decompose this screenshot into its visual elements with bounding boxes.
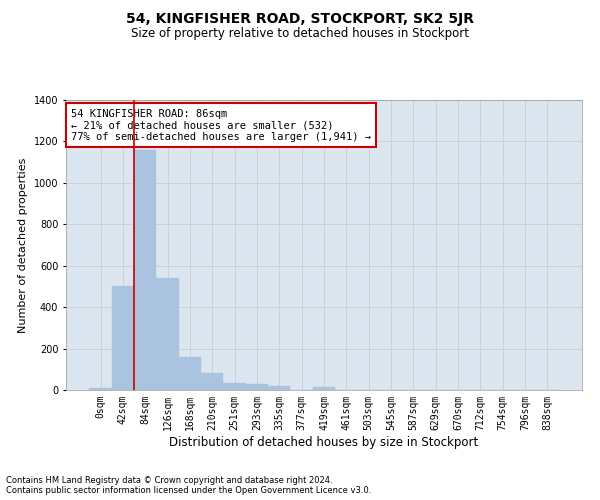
X-axis label: Distribution of detached houses by size in Stockport: Distribution of detached houses by size … xyxy=(169,436,479,448)
Bar xyxy=(223,383,246,390)
Text: 54, KINGFISHER ROAD, STOCKPORT, SK2 5JR: 54, KINGFISHER ROAD, STOCKPORT, SK2 5JR xyxy=(126,12,474,26)
Y-axis label: Number of detached properties: Number of detached properties xyxy=(18,158,28,332)
Bar xyxy=(89,388,112,390)
Bar xyxy=(112,286,134,390)
Text: Contains HM Land Registry data © Crown copyright and database right 2024.
Contai: Contains HM Land Registry data © Crown c… xyxy=(6,476,371,495)
Bar xyxy=(268,386,290,390)
Bar xyxy=(246,384,268,390)
Bar xyxy=(313,387,335,390)
Text: Size of property relative to detached houses in Stockport: Size of property relative to detached ho… xyxy=(131,28,469,40)
Bar xyxy=(134,150,157,390)
Bar xyxy=(201,373,223,390)
Bar xyxy=(179,357,201,390)
Text: 54 KINGFISHER ROAD: 86sqm
← 21% of detached houses are smaller (532)
77% of semi: 54 KINGFISHER ROAD: 86sqm ← 21% of detac… xyxy=(71,108,371,142)
Bar xyxy=(157,278,179,390)
